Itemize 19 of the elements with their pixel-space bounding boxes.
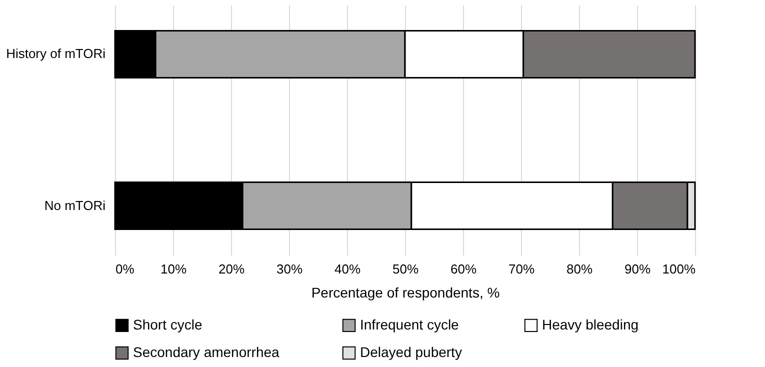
x-tick-label: 90% <box>624 262 651 276</box>
x-tick-label: 50% <box>392 262 419 276</box>
legend-label: Delayed puberty <box>360 344 462 360</box>
y-tick-label: No mTORi <box>44 198 106 213</box>
x-axis-title: Percentage of respondents, % <box>311 284 500 300</box>
x-tick-label: 80% <box>566 262 593 276</box>
x-tick-label: 10% <box>160 262 187 276</box>
x-tick-label: 0% <box>116 262 135 276</box>
x-tick-label: 100% <box>662 262 696 276</box>
x-tick-label: 40% <box>334 262 361 276</box>
x-tick-label: 30% <box>276 262 303 276</box>
legend-label: Short cycle <box>133 316 202 332</box>
x-tick-label: 60% <box>450 262 477 276</box>
x-tick-label: 20% <box>218 262 245 276</box>
legend-label: Secondary amenorrhea <box>133 344 280 360</box>
legend-label: Heavy bleeding <box>542 316 639 332</box>
legend-label: Infrequent cycle <box>360 316 460 332</box>
y-tick-label: History of mTORi <box>6 46 106 62</box>
x-tick-label: 70% <box>508 262 535 276</box>
